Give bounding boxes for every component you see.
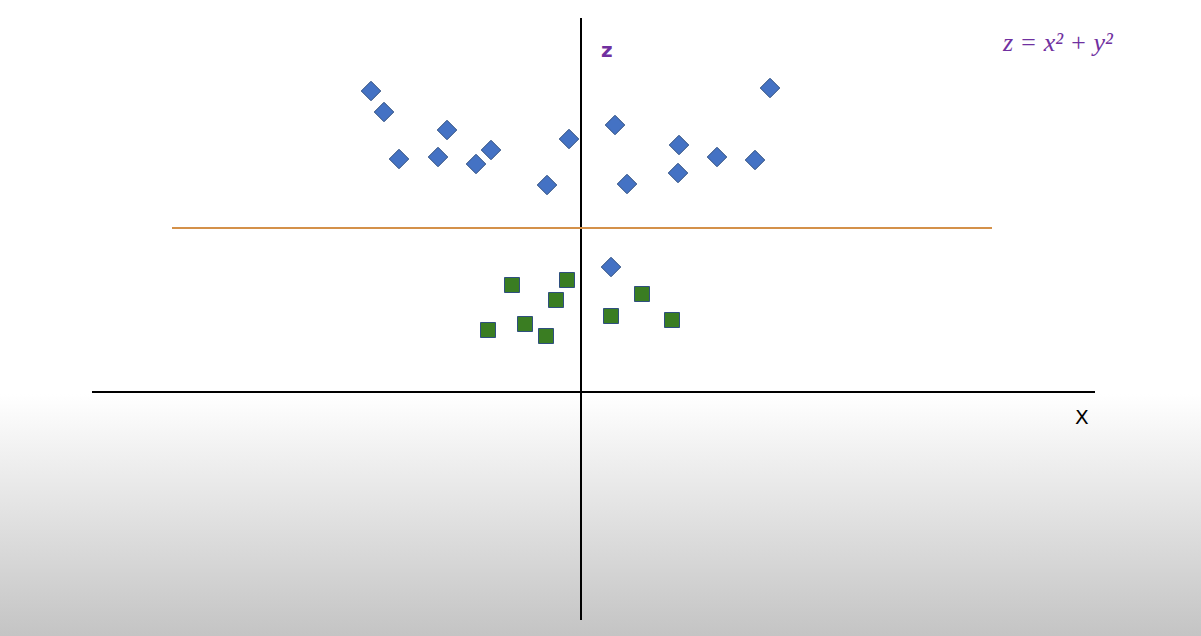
svg-text:X: X: [1075, 405, 1089, 429]
svg-text:z = x² + y²: z = x² + y²: [1002, 28, 1114, 57]
svg-text:z: z: [601, 38, 613, 62]
